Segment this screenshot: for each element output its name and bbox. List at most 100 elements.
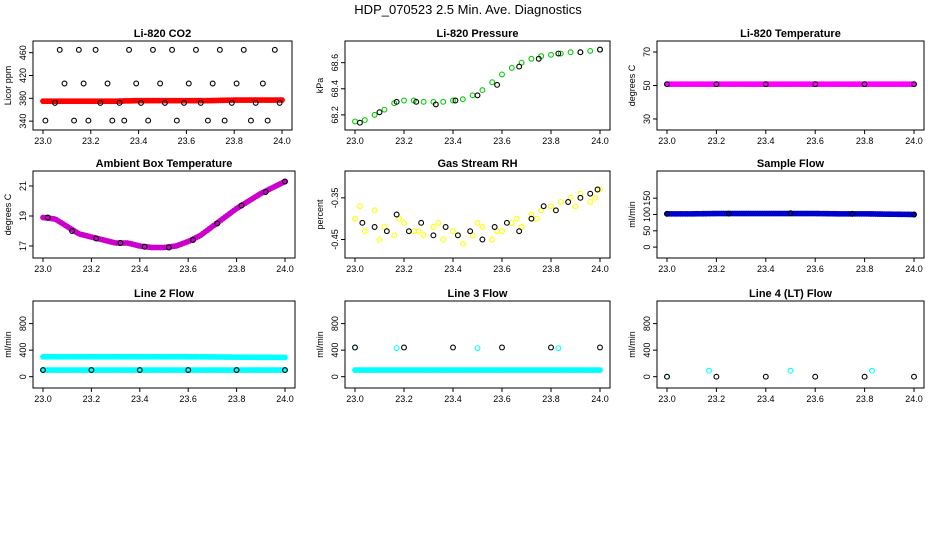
data-point-s3	[499, 344, 505, 351]
x-tick-label: 23.2	[395, 394, 413, 404]
x-tick-label: 23.0	[658, 136, 676, 146]
data-point-s2	[190, 237, 196, 243]
y-tick-label: 68.6	[330, 54, 340, 72]
data-point-s2	[664, 81, 670, 88]
x-tick-label: 23.0	[346, 136, 364, 146]
data-point-s1	[499, 228, 505, 235]
data-point-s1	[489, 79, 496, 86]
x-tick-label: 24.0	[905, 264, 923, 274]
x-tick-label: 24.0	[591, 136, 609, 146]
x-tick-label: 24.0	[276, 394, 294, 404]
x-tick-label: 24.0	[276, 264, 294, 274]
chart-panel-6: Sample Flow ml/min 23.0 23.2 23.4 23.6 23.8 24.…	[627, 158, 925, 274]
y-axis-label: degrees C	[3, 193, 13, 235]
y-tick-label: 150	[642, 191, 652, 206]
data-point-s1	[401, 97, 407, 104]
data-point-s2	[359, 219, 366, 226]
data-point-s2	[264, 117, 271, 124]
x-tick-label: 23.2	[82, 136, 100, 146]
y-axis-label: ml/min	[3, 331, 13, 358]
y-tick-label: 19	[18, 211, 28, 221]
data-point-s1	[587, 199, 594, 205]
chart-title: Line 3 Flow	[448, 288, 508, 300]
data-point-s1	[474, 219, 481, 226]
plot-frame	[32, 170, 296, 259]
data-point-s2	[80, 80, 87, 87]
chart-title: Li-820 Pressure	[437, 28, 519, 40]
data-point-s1	[282, 354, 288, 361]
data-point-s2	[664, 373, 670, 380]
data-point-s2	[216, 46, 223, 53]
y-tick-label: 17	[18, 241, 28, 251]
data-point-s3	[40, 367, 46, 374]
x-tick-label: 23.8	[228, 394, 246, 404]
data-point-s2	[173, 117, 180, 124]
y-tick-label: 400	[642, 343, 652, 358]
data-point-s2	[271, 46, 278, 53]
y-tick-label: 0	[642, 374, 652, 379]
data-point-s2	[371, 224, 378, 230]
data-point-s1	[356, 203, 363, 210]
x-tick-label: 23.8	[542, 394, 560, 404]
data-point-s2	[442, 224, 449, 230]
x-tick-label: 23.0	[658, 264, 676, 274]
data-point-s2	[126, 46, 132, 53]
data-point-s1	[352, 118, 358, 125]
data-point-s2	[109, 117, 116, 124]
data-point-s1	[430, 224, 437, 230]
data-point-s1	[391, 232, 398, 239]
data-point-s1	[548, 51, 554, 58]
x-tick-label: 23.8	[228, 264, 246, 274]
data-point-s1	[371, 111, 378, 118]
data-point-s1	[479, 224, 486, 230]
data-point-s1	[572, 203, 579, 210]
data-point-s1	[513, 215, 520, 222]
data-point-s2	[247, 117, 254, 124]
data-point-s2	[169, 46, 176, 53]
data-point-s2	[383, 228, 390, 235]
chart-title: Li-820 CO2	[134, 28, 191, 40]
y-tick-label: 21	[18, 181, 28, 191]
x-tick-label: 23.0	[34, 394, 52, 404]
data-point-s2	[762, 373, 769, 380]
data-point-s3	[88, 367, 95, 374]
data-point-s1	[420, 232, 427, 239]
data-point-s2	[405, 228, 412, 235]
y-tick-label: 50	[642, 80, 652, 90]
data-point-s2	[133, 80, 140, 87]
data-point-s2	[713, 81, 720, 88]
data-point-s1	[557, 50, 564, 57]
y-tick-label: 460	[18, 45, 28, 60]
x-tick-label: 23.6	[493, 136, 511, 146]
plot-frame	[32, 300, 296, 389]
data-point-s2	[240, 46, 247, 53]
data-point-s1	[479, 87, 486, 94]
y-tick-label: 400	[330, 343, 340, 358]
data-point-s2	[413, 98, 420, 105]
data-point-s2	[71, 117, 78, 124]
data-point-s2	[75, 46, 82, 53]
y-tick-label: 30	[642, 114, 652, 124]
chart-panel-8: Line 3 Flow ml/min 23.0 23.2 23.4 23.6 23.8 24.…	[315, 288, 611, 404]
data-point-s2	[185, 80, 192, 87]
y-axis-label: ml/min	[315, 331, 325, 358]
y-tick-label: 68.4	[330, 80, 340, 98]
data-point-s2	[393, 98, 400, 105]
x-tick-label: 24.0	[591, 264, 609, 274]
data-point-s3	[185, 367, 192, 374]
data-point-s2	[145, 117, 152, 124]
data-point-s1	[489, 236, 496, 243]
data-point-s2	[516, 228, 523, 235]
data-point-s2	[725, 210, 732, 217]
data-point-s2	[454, 232, 461, 239]
data-point-s2	[594, 186, 601, 193]
y-tick-label: 70	[642, 47, 652, 57]
chart-title: Gas Stream RH	[437, 158, 517, 170]
data-point-s1	[597, 367, 603, 373]
data-point-s2	[849, 210, 856, 217]
data-point-s2	[69, 228, 75, 234]
x-tick-label: 23.4	[757, 394, 775, 404]
data-point-s2	[262, 189, 269, 195]
chart-panel-5: Gas Stream RH percent 23.0 23.2 23.4 23.6 23.8…	[315, 158, 611, 274]
data-point-s2	[491, 224, 498, 230]
